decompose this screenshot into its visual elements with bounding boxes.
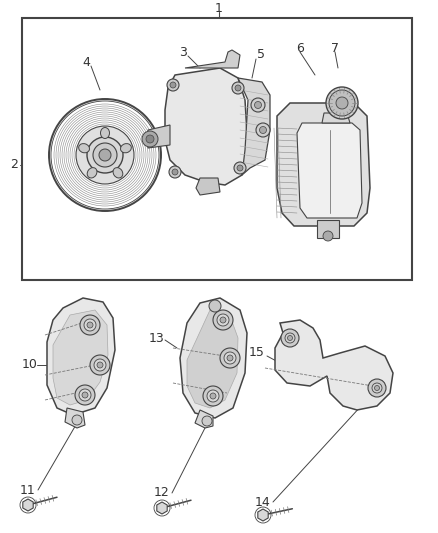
Circle shape [220, 317, 226, 323]
Polygon shape [47, 298, 115, 415]
Text: 10: 10 [22, 359, 38, 372]
Ellipse shape [113, 167, 123, 178]
Circle shape [142, 131, 158, 147]
Circle shape [75, 385, 95, 405]
Circle shape [234, 162, 246, 174]
Polygon shape [187, 310, 238, 408]
Circle shape [285, 333, 295, 343]
Circle shape [256, 123, 270, 137]
Circle shape [87, 322, 93, 328]
Circle shape [254, 101, 261, 109]
Circle shape [202, 416, 212, 426]
Text: 7: 7 [331, 42, 339, 54]
Circle shape [82, 392, 88, 398]
Circle shape [146, 135, 154, 143]
Circle shape [97, 362, 103, 368]
Circle shape [90, 355, 110, 375]
Polygon shape [277, 103, 370, 226]
Circle shape [368, 379, 386, 397]
Circle shape [79, 389, 91, 401]
Circle shape [84, 319, 96, 331]
Circle shape [374, 385, 379, 391]
Circle shape [94, 359, 106, 371]
Polygon shape [53, 310, 108, 405]
Circle shape [209, 300, 221, 312]
Circle shape [80, 315, 100, 335]
Polygon shape [195, 410, 213, 428]
Text: 4: 4 [82, 55, 90, 69]
Polygon shape [148, 125, 170, 148]
Circle shape [329, 90, 355, 116]
Text: 1: 1 [215, 2, 223, 14]
Circle shape [76, 126, 134, 184]
Ellipse shape [120, 143, 131, 153]
Polygon shape [180, 298, 247, 418]
Circle shape [72, 415, 82, 425]
Circle shape [287, 335, 293, 341]
Circle shape [281, 329, 299, 347]
Circle shape [203, 386, 223, 406]
Text: 12: 12 [154, 487, 170, 499]
Text: 14: 14 [255, 496, 271, 508]
Circle shape [372, 383, 382, 393]
Polygon shape [23, 499, 33, 511]
Circle shape [217, 314, 229, 326]
Polygon shape [157, 502, 167, 514]
Circle shape [235, 85, 241, 91]
Circle shape [167, 79, 179, 91]
Circle shape [237, 165, 243, 171]
Polygon shape [322, 113, 350, 123]
Circle shape [99, 149, 111, 161]
Circle shape [49, 99, 161, 211]
Text: 15: 15 [249, 346, 265, 359]
Ellipse shape [87, 167, 97, 178]
Ellipse shape [79, 143, 89, 153]
Polygon shape [297, 123, 362, 218]
Bar [317, 220, 339, 238]
Ellipse shape [100, 127, 110, 139]
Text: 6: 6 [296, 42, 304, 54]
Circle shape [170, 82, 176, 88]
Circle shape [213, 310, 233, 330]
Circle shape [210, 393, 216, 399]
Circle shape [232, 82, 244, 94]
Text: 11: 11 [20, 483, 36, 497]
Polygon shape [65, 408, 85, 428]
Circle shape [220, 348, 240, 368]
Circle shape [227, 355, 233, 361]
Text: 3: 3 [179, 45, 187, 59]
Circle shape [51, 101, 159, 209]
Polygon shape [238, 78, 270, 175]
Circle shape [93, 143, 117, 167]
Polygon shape [165, 68, 248, 185]
Circle shape [259, 126, 266, 133]
Polygon shape [185, 50, 240, 68]
Text: 2: 2 [10, 158, 18, 172]
Circle shape [87, 137, 123, 173]
Circle shape [172, 169, 178, 175]
Polygon shape [196, 178, 220, 195]
Polygon shape [275, 320, 393, 410]
Circle shape [326, 87, 358, 119]
Circle shape [336, 97, 348, 109]
Circle shape [251, 98, 265, 112]
Circle shape [323, 231, 333, 241]
Polygon shape [258, 509, 268, 521]
Circle shape [224, 352, 236, 364]
Text: 5: 5 [257, 49, 265, 61]
Circle shape [207, 390, 219, 402]
Bar [22, 18, 412, 280]
Text: 13: 13 [149, 332, 165, 344]
Circle shape [169, 166, 181, 178]
